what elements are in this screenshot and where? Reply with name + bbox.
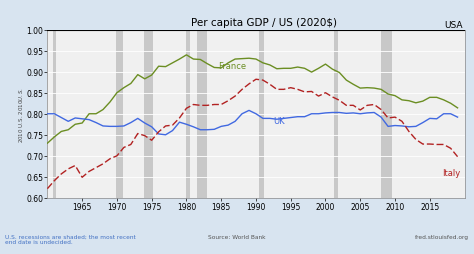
Bar	[53, 30, 55, 198]
Text: France: France	[218, 62, 246, 71]
Bar	[334, 30, 338, 198]
Bar	[186, 30, 190, 198]
Text: Source: World Bank: Source: World Bank	[208, 234, 266, 239]
Y-axis label: 2010 U.S. $2010 U.S. $: 2010 U.S. $2010 U.S. $	[17, 86, 25, 142]
Text: UK: UK	[273, 117, 285, 125]
Bar	[259, 30, 264, 198]
Text: U.S. recessions are shaded; the most recent
end date is undecided.: U.S. recessions are shaded; the most rec…	[5, 234, 136, 244]
Bar	[381, 30, 392, 198]
Text: USA: USA	[445, 21, 463, 30]
Bar	[197, 30, 207, 198]
Text: Italy: Italy	[442, 168, 461, 178]
Bar	[116, 30, 123, 198]
Bar	[144, 30, 154, 198]
Text: fred.stlouisfed.org: fred.stlouisfed.org	[415, 234, 469, 239]
Title: Per capita GDP / US (2020$): Per capita GDP / US (2020$)	[191, 18, 337, 28]
